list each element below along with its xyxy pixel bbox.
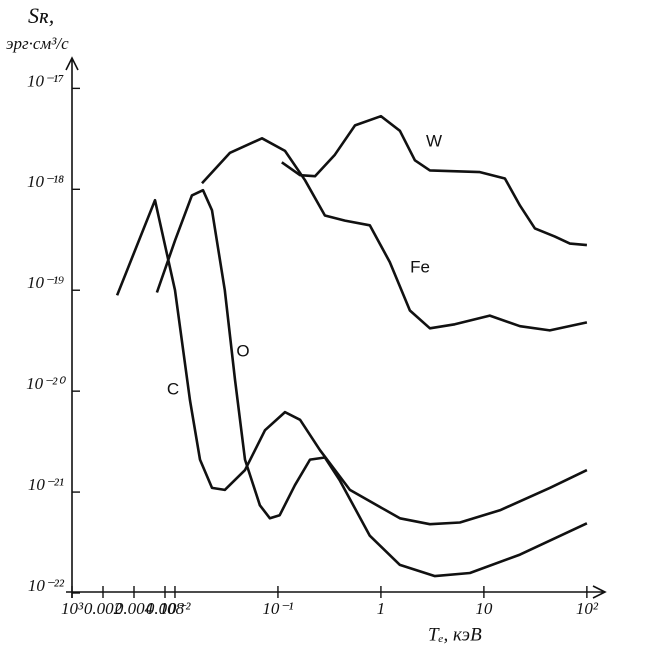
y-tick-label: 10⁻²⁰ xyxy=(26,374,66,393)
curve xyxy=(281,114,588,247)
curve xyxy=(201,137,588,332)
y-tick-label: 10⁻¹⁹ xyxy=(27,273,64,292)
curve-label: Fe xyxy=(410,257,430,276)
x-tick-label: 0.008 xyxy=(146,599,185,618)
x-tick-label: 10² xyxy=(576,599,599,618)
y-tick-label: 10⁻²¹ xyxy=(28,475,64,494)
x-tick-label: 0.004 xyxy=(115,599,154,618)
x-tick-label: 10 xyxy=(475,599,493,618)
curve-label: W xyxy=(426,131,442,150)
x-tick-label: 10³ xyxy=(61,599,84,618)
x-axis-label: Tₑ, кэВ xyxy=(428,624,482,645)
y-tick-label: 10⁻¹⁸ xyxy=(27,172,64,191)
x-axis xyxy=(66,585,607,599)
curve xyxy=(155,188,588,578)
x-tick-label: 10⁻¹ xyxy=(262,599,293,618)
y-axis-units: эрг·см³/с xyxy=(6,34,69,53)
curve xyxy=(115,198,588,526)
x-tick-label: 0.002 xyxy=(84,599,123,618)
y-tick-label: 10⁻²² xyxy=(28,576,65,595)
x-tick-label: 10⁻² xyxy=(159,599,191,618)
curve-label: O xyxy=(236,341,249,360)
curve-label: C xyxy=(167,379,179,398)
y-axis-label: Sʀ, xyxy=(28,3,54,28)
x-tick-label: 1 xyxy=(377,599,386,618)
y-axis xyxy=(65,56,79,598)
y-tick-label: 10⁻¹⁷ xyxy=(27,71,64,90)
